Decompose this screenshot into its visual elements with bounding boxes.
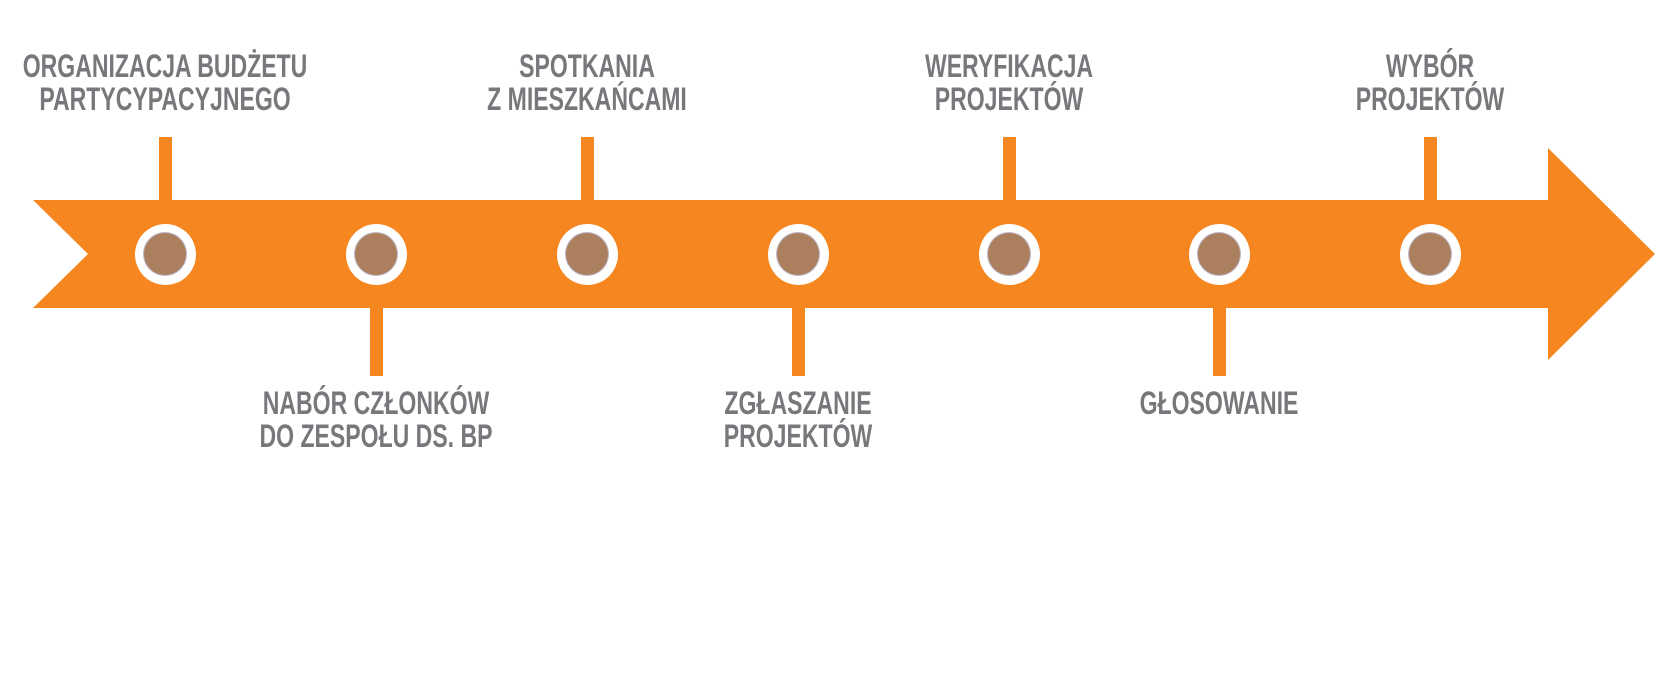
step-label: SPOTKANIA Z MIESZKAŃCAMI	[487, 50, 687, 116]
step-label-line: PROJEKTÓW	[723, 418, 873, 454]
step-label-line: PROJEKTÓW	[934, 81, 1084, 117]
step-label: WYBÓR PROJEKTÓW	[1356, 50, 1504, 116]
tick-connector	[158, 137, 172, 201]
step-label-line: ZGŁASZANIE	[724, 385, 872, 421]
timeline-node-marker	[978, 223, 1040, 285]
step-label: WERYFIKACJA PROJEKTÓW	[925, 50, 1093, 116]
timeline-node-marker	[134, 223, 196, 285]
step-label-line: Z MIESZKAŃCAMI	[487, 81, 687, 117]
tick-connector	[1002, 137, 1016, 201]
step-label: NABÓR CZŁONKÓW DO ZESPOŁU DS. BP	[260, 387, 493, 453]
step-label-line: WERYFIKACJA	[924, 48, 1094, 84]
timeline-node-marker	[345, 223, 407, 285]
step-label-line: PARTYCYPACYJNEGO	[39, 81, 291, 117]
timeline-node-dot	[988, 233, 1030, 275]
step-label: ORGANIZACJA BUDŻETU PARTYCYPACYJNEGO	[23, 50, 308, 116]
step-label-line: ORGANIZACJA BUDŻETU	[22, 48, 308, 84]
timeline-node-dot	[1409, 233, 1451, 275]
step-label: GŁOSOWANIE	[1140, 387, 1299, 420]
timeline-node-dot	[355, 233, 397, 275]
timeline-node-marker	[1188, 223, 1250, 285]
timeline-node-marker	[556, 223, 618, 285]
timeline-node-marker	[767, 223, 829, 285]
arrow-shape	[33, 148, 1655, 360]
tick-connector	[369, 307, 383, 376]
step-label-line: PROJEKTÓW	[1355, 81, 1505, 117]
timeline-node-marker	[1399, 223, 1461, 285]
tick-connector	[791, 307, 805, 376]
tick-connector	[580, 137, 594, 201]
timeline-node-dot	[144, 233, 186, 275]
timeline-node-dot	[777, 233, 819, 275]
tick-connector	[1423, 137, 1437, 201]
timeline-node-dot	[566, 233, 608, 275]
step-label-line: NABÓR CZŁONKÓW	[262, 385, 490, 421]
timeline-node-dot	[1198, 233, 1240, 275]
step-label-line: GŁOSOWANIE	[1139, 385, 1299, 421]
step-label-line: DO ZESPOŁU DS. BP	[259, 418, 493, 454]
step-label-line: WYBÓR	[1385, 48, 1475, 84]
step-label-line: SPOTKANIA	[519, 48, 655, 84]
tick-connector	[1212, 307, 1226, 376]
step-label: ZGŁASZANIE PROJEKTÓW	[724, 387, 872, 453]
